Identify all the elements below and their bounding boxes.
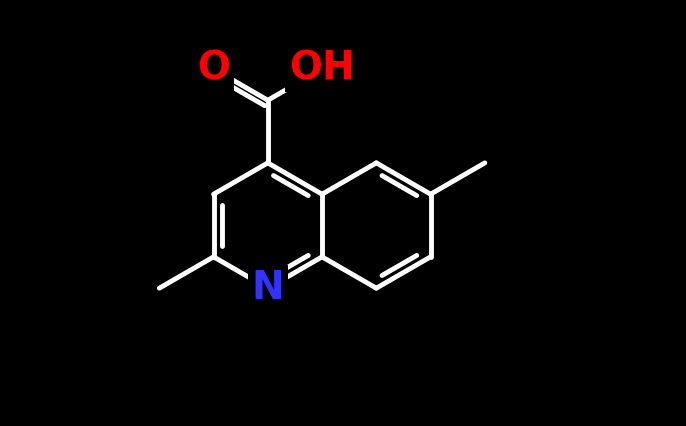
Text: O: O	[197, 50, 230, 88]
Text: N: N	[252, 269, 284, 307]
Text: OH: OH	[289, 50, 355, 88]
